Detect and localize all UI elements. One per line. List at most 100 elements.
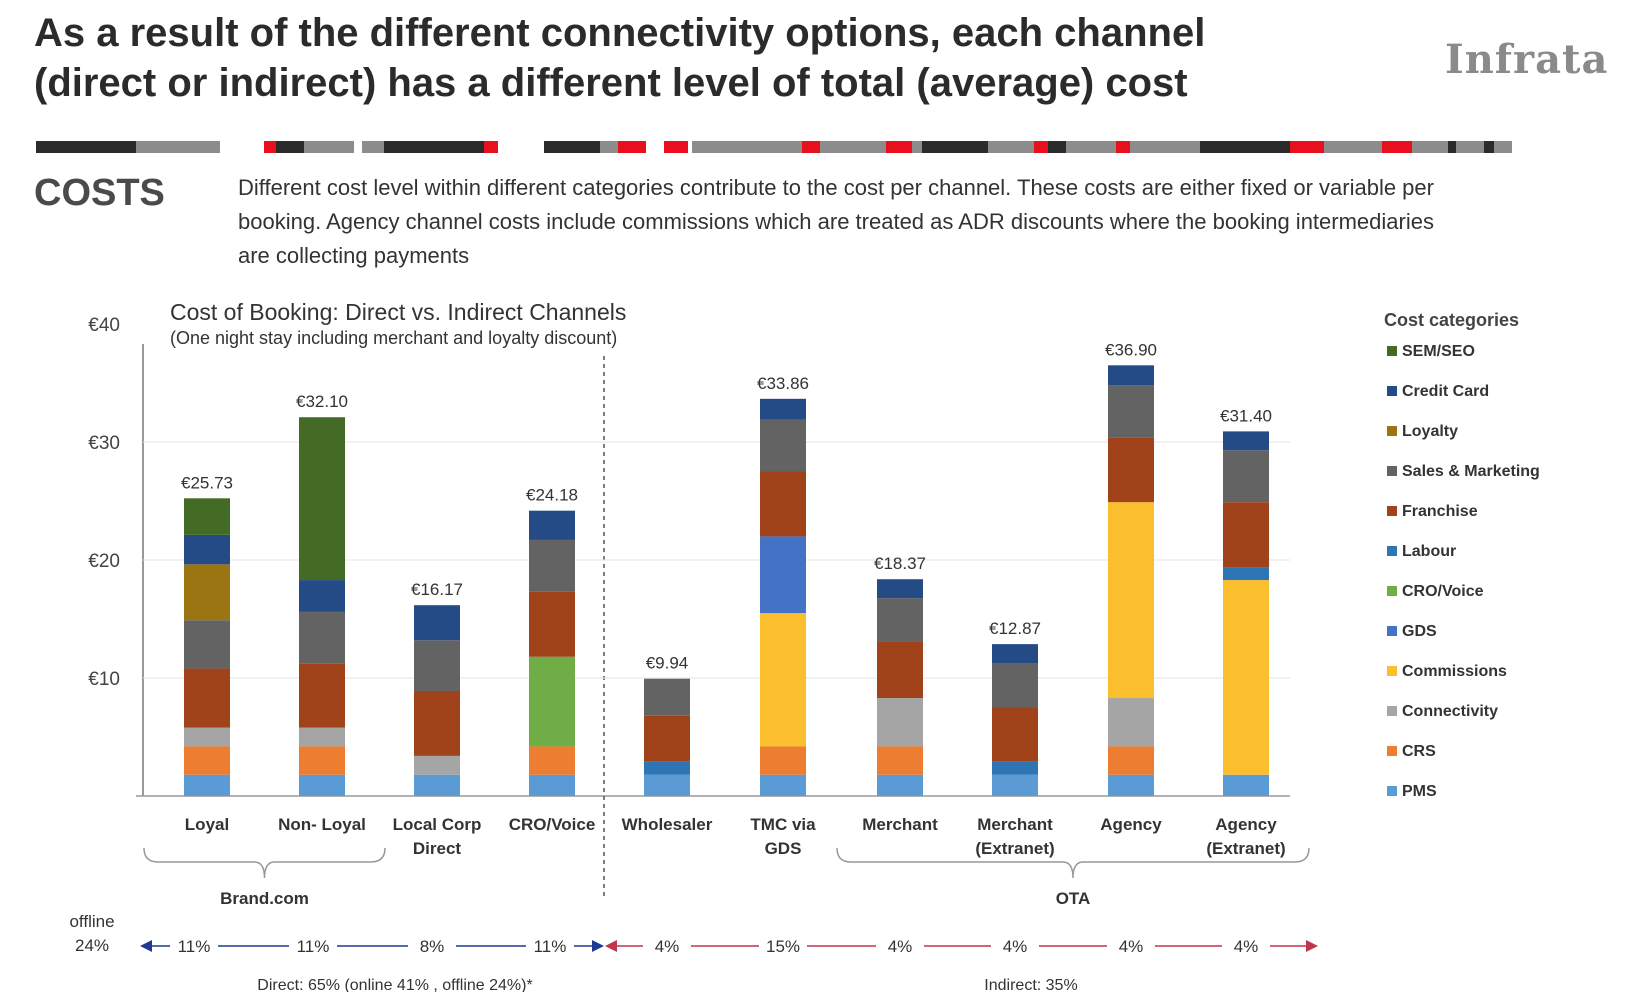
bar-total-label: €16.17 [411,580,463,599]
share-label-bg [408,934,456,958]
bar-segment [877,698,923,747]
share-label-bg [991,934,1039,958]
group-bracket [143,847,386,879]
cost-chart: €10 €20 €30 €40 Cost of Booking: Direct vs. … [69,299,1539,992]
group-bracket [836,847,1310,879]
bar-segment [992,707,1038,762]
legend-swatch [1387,346,1397,356]
chart-title: Cost of Booking: Direct vs. Indirect Cha… [170,299,626,325]
decorative-stripe [36,141,1512,153]
bar-segment [299,663,345,728]
bar-segment [299,580,345,612]
share-label-bg [170,934,218,958]
channel-share-label: 15% [766,937,800,956]
y-tick-label: €40 [88,315,120,336]
channel-share-label: 4% [1003,937,1028,956]
bar-segment [1108,502,1154,699]
bar-segment [760,613,806,747]
channel-share-label: 11% [178,937,211,956]
bar-segment [877,746,923,775]
bar-segment [877,641,923,699]
indirect-arrow-right [1306,940,1318,952]
intro-line-2: booking. Agency channel costs include co… [238,209,1434,234]
bar-segment [414,755,460,775]
bar-total-label: €33.86 [757,374,809,393]
bar-segment [184,534,230,565]
share-label-bg [526,934,574,958]
bar-segment [760,536,806,614]
bar-segment [1108,746,1154,775]
bar-segment [299,611,345,664]
direct-summary: Direct: 65% (online 41% , offline 24%)* [257,977,532,992]
bar-segment [992,644,1038,664]
bar-segment [299,746,345,775]
bar-segment [1108,437,1154,503]
legend-swatch [1387,666,1397,676]
bar-segment [414,605,460,641]
bar-segment [299,774,345,796]
legend-swatch [1387,506,1397,516]
legend-label: Loyalty [1402,423,1458,440]
bar-segment [644,761,690,775]
x-tick-label: (Extranet) [1206,839,1285,858]
bar-total-label: €32.10 [296,392,348,411]
direct-arrow-right [592,940,604,952]
bar-segment [299,727,345,747]
chart-subtitle: (One night stay including merchant and l… [170,328,617,348]
bar-segment [1223,567,1269,581]
bar-total-label: €9.94 [646,654,689,673]
channel-share-label: 4% [655,937,680,956]
page-title-line-2: (direct or indirect) has a different lev… [34,61,1188,105]
bar-total-label: €24.18 [526,486,578,505]
x-tick-label: CRO/Voice [509,815,596,834]
y-tick-label: €20 [88,551,120,572]
bar-segment [992,761,1038,775]
intro-line-1: Different cost level within different ca… [238,175,1434,200]
bar-segment [184,774,230,796]
channel-share-label: 11% [534,937,567,956]
group-label: Brand.com [220,889,309,908]
legend-label: CRS [1402,743,1436,760]
bar-segment [644,715,690,762]
x-tick-label: Non- Loyal [278,815,366,834]
x-tick-label: Agency [1100,815,1162,834]
bar-segment [184,668,230,728]
bar-segment [1108,774,1154,796]
channel-share-label: 8% [420,937,445,956]
legend-swatch [1387,386,1397,396]
x-tick-label: (Extranet) [975,839,1054,858]
legend-title: Cost categories [1384,310,1519,330]
intro-text: Different cost level within different ca… [238,171,1588,273]
legend-swatch [1387,786,1397,796]
legend-label: GDS [1402,623,1437,640]
x-tick-label: Merchant [862,815,938,834]
page-title: As a result of the different connectivit… [34,8,1334,108]
share-label-bg [643,934,691,958]
x-tick-label: Direct [413,839,462,858]
bar-total-label: €36.90 [1105,340,1157,359]
share-label-bg [1222,934,1270,958]
bar-segment [760,398,806,420]
legend-label: CRO/Voice [1402,583,1484,600]
x-tick-label: Merchant [977,815,1053,834]
x-tick-label: Local Corp [393,815,482,834]
indirect-arrow-left [605,940,617,952]
legend-label: Labour [1402,543,1456,560]
bar-segment [184,498,230,535]
company-logo: Infrata [1445,36,1609,83]
bar-segment [644,678,690,716]
legend-swatch [1387,546,1397,556]
channel-share-label: 4% [888,937,913,956]
bar-segment [877,598,923,642]
bar-segment [414,640,460,691]
bar-segment [1223,450,1269,503]
legend-label: Credit Card [1402,383,1489,400]
legend-swatch [1387,706,1397,716]
bar-segment [529,746,575,775]
bar-segment [529,774,575,796]
bar-segment [529,591,575,657]
bar-segment [877,774,923,796]
group-label: OTA [1056,889,1091,908]
bar-total-label: €31.40 [1220,406,1272,425]
direct-arrow-left [140,940,152,952]
